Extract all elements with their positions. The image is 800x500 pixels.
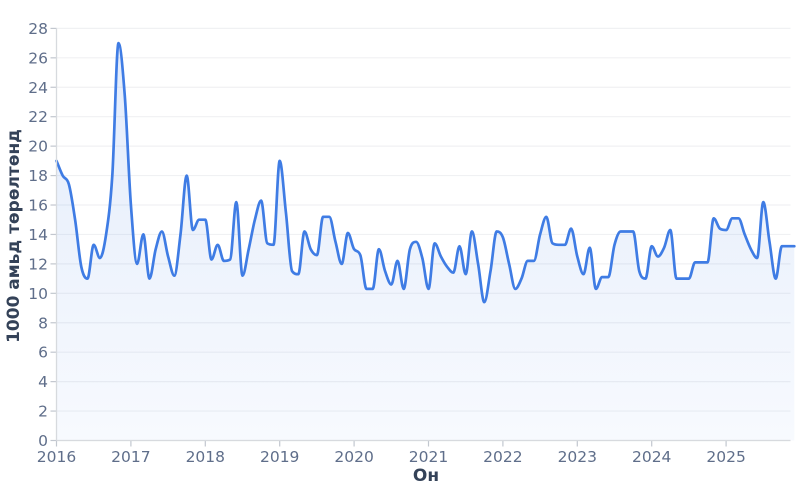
y-tick-label: 16 [28,197,48,215]
x-tick-label: 2021 [409,448,448,466]
x-tick-label: 2023 [558,448,597,466]
area-fill [56,43,795,441]
y-tick-label: 22 [28,108,48,126]
x-axis-title: Он [412,466,440,486]
y-tick-label: 10 [28,285,48,303]
y-tick-label: 14 [28,226,48,244]
y-tick-label: 4 [38,373,48,391]
y-tick-label: 18 [28,167,48,185]
y-tick-label: 6 [38,344,48,362]
x-tick-label: 2022 [483,448,522,466]
y-tick-label: 8 [38,314,48,332]
y-tick-label: 24 [28,79,48,97]
x-tick-label: 2016 [37,448,76,466]
y-axis-title: 1000 амьд төрөлтөнд [4,129,24,343]
x-tick-label: 2024 [632,448,671,466]
y-tick-label: 26 [28,49,48,67]
y-tick-label: 20 [28,138,48,156]
y-tick-label: 0 [38,432,48,450]
x-tick-label: 2025 [706,448,745,466]
x-tick-label: 2018 [186,448,225,466]
y-tick-label: 12 [28,255,48,273]
x-tick-label: 2017 [111,448,150,466]
x-tick-label: 2019 [260,448,299,466]
y-tick-label: 2 [38,403,48,421]
y-tick-label: 28 [28,20,48,38]
x-tick-label: 2020 [334,448,373,466]
data-line [55,41,796,304]
